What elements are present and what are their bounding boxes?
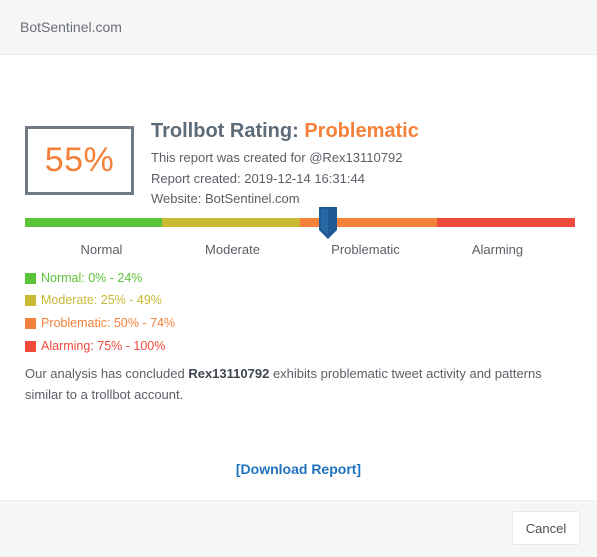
- rating-value: Problematic: [304, 120, 419, 142]
- scale-label-moderate: Moderate: [205, 242, 260, 257]
- rating-scale-bar: [25, 218, 575, 227]
- scale-segment-moderate: [162, 218, 300, 227]
- legend-swatch-moderate: [25, 294, 36, 306]
- scale-label-normal: Normal: [80, 242, 123, 257]
- created-at-text: Report created: 2019-12-14 16:31:44: [151, 171, 365, 186]
- analysis-text: Our analysis has concluded Rex13110792 e…: [25, 363, 570, 405]
- dialog-footer: [0, 500, 597, 557]
- legend-swatch-normal: [25, 272, 36, 284]
- legend-item-moderate: Moderate: 25% - 49%: [25, 292, 162, 308]
- scale-label-alarming: Alarming: [471, 242, 524, 257]
- scale-segment-alarming: [437, 218, 575, 227]
- download-report-link[interactable]: [Download Report]: [235, 461, 362, 477]
- analysis-prefix: Our analysis has concluded: [25, 366, 185, 381]
- analysis-suffix: exhibits problematic tweet activity and …: [25, 366, 542, 402]
- legend-text-moderate: Moderate: 25% - 49%: [41, 293, 162, 307]
- website-text: Website: BotSentinel.com: [151, 191, 300, 206]
- legend-text-problematic: Problematic: 50% - 74%: [41, 316, 176, 330]
- created-for-text: This report was created for @Rex13110792: [151, 150, 403, 165]
- dialog-title: BotSentinel.com: [20, 19, 122, 35]
- legend-text-normal: Normal: 0% - 24%: [41, 271, 143, 285]
- rating-heading: Trollbot Rating: Problematic: [151, 120, 419, 143]
- legend-item-normal: Normal: 0% - 24%: [25, 270, 142, 286]
- scale-segment-normal: [25, 218, 162, 227]
- legend-text-alarming: Alarming: 75% - 100%: [41, 339, 166, 353]
- legend-swatch-alarming: [25, 340, 36, 352]
- score-box: 55%: [25, 126, 134, 195]
- legend-item-problematic: Problematic: 50% - 74%: [25, 315, 175, 331]
- scale-label-problematic: Problematic: [331, 242, 400, 257]
- cancel-button[interactable]: Cancel: [512, 511, 580, 545]
- score-value: 55%: [44, 141, 115, 179]
- rating-label: Trollbot Rating:: [151, 120, 299, 142]
- analysis-account: Rex13110792: [188, 366, 270, 381]
- legend-item-alarming: Alarming: 75% - 100%: [25, 338, 165, 354]
- legend-swatch-problematic: [25, 317, 36, 329]
- score-marker-icon: [319, 207, 337, 239]
- scale-segment-problematic: [300, 218, 437, 227]
- dialog-header: BotSentinel.com: [0, 0, 597, 55]
